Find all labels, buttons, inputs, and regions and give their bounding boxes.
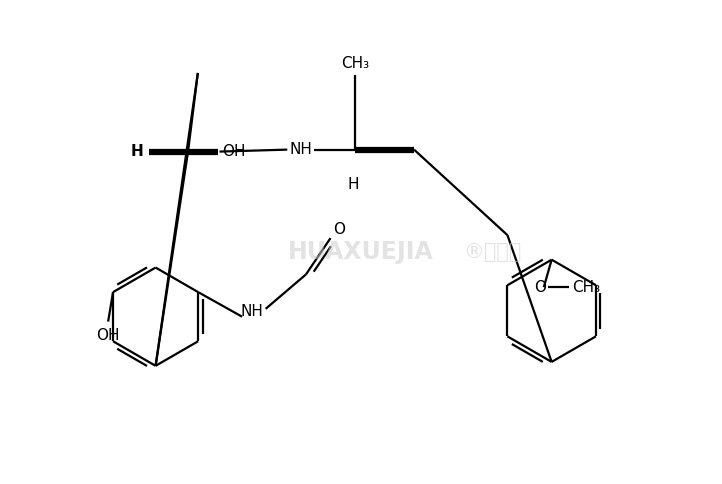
Text: NH: NH	[240, 304, 264, 319]
Text: H: H	[347, 177, 359, 192]
Text: H: H	[131, 144, 143, 159]
Text: CH₃: CH₃	[341, 56, 369, 71]
Text: OH: OH	[222, 144, 246, 159]
Text: NH: NH	[290, 142, 313, 157]
Text: ®化学加: ®化学加	[464, 242, 521, 262]
Text: CH₃: CH₃	[572, 280, 600, 295]
Text: HUAXUEJIA: HUAXUEJIA	[288, 240, 434, 264]
Text: O: O	[334, 222, 345, 237]
Text: OH: OH	[96, 328, 120, 343]
Text: O: O	[534, 280, 546, 295]
